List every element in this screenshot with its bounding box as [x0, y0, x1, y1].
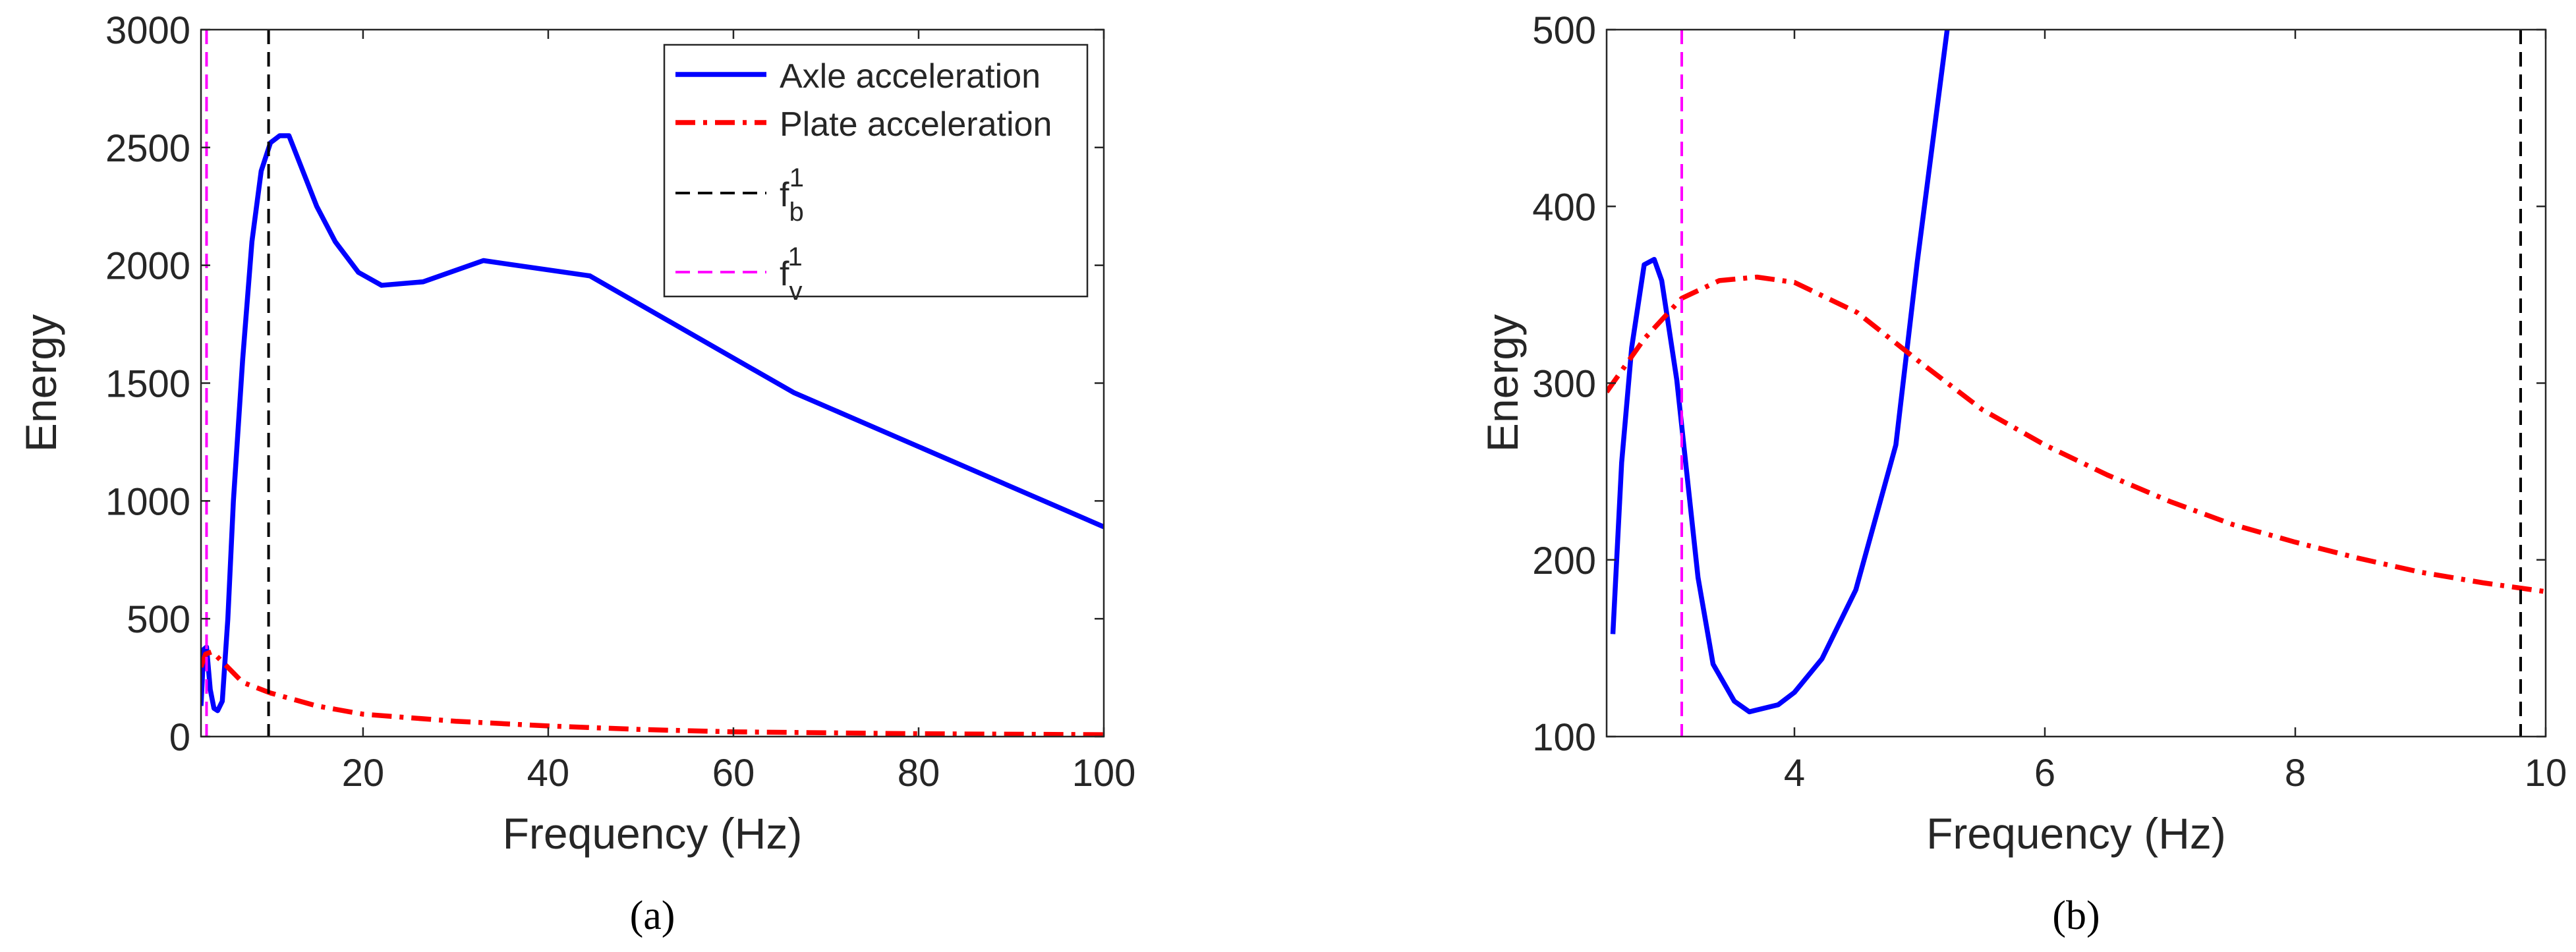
legend-label: Plate acceleration: [780, 105, 1052, 144]
y-tick-label: 400: [1532, 186, 1596, 229]
y-tick-label: 300: [1532, 363, 1596, 406]
legend-label: Axle acceleration: [780, 57, 1041, 96]
legend-label: fv 1: [780, 242, 803, 306]
data-line: [1607, 274, 2546, 594]
y-tick-label: 2000: [105, 245, 190, 288]
x-tick-label: 8: [2285, 752, 2306, 795]
y-tick-label: 1500: [105, 363, 190, 406]
caption: (a): [630, 893, 675, 938]
data-line: [1610, 30, 1950, 715]
axes-box: [1605, 28, 2547, 738]
x-tick-label: 20: [342, 752, 385, 795]
legend-name: Plate acceleration: [780, 105, 1052, 144]
legend-name: f: [780, 176, 789, 214]
x-tick-label: 60: [712, 752, 755, 795]
y-tick-label: 500: [127, 598, 190, 641]
legend-label: fb 1: [780, 163, 804, 227]
y-tick-label: 500: [1532, 9, 1596, 52]
y-axis-label: Energy: [16, 314, 65, 452]
x-tick-label: 100: [1072, 752, 1136, 795]
legend-box: [663, 43, 1089, 298]
y-tick-label: 200: [1532, 540, 1596, 582]
legend-subscript: v: [789, 277, 802, 306]
caption: (b): [2052, 893, 2100, 938]
chart: 20 40 60 80 100050010001500200025003000Frequ…: [16, 9, 1135, 938]
y-tick-label: 2500: [105, 127, 190, 170]
x-tick-label: 4: [1784, 752, 1805, 795]
y-tick-label: 3000: [105, 9, 190, 52]
x-axis-label: Frequency (Hz): [1926, 809, 2226, 858]
chart: 4 6 8 10 100 200 300 400 500 Frequency (Hz) Energy…: [1478, 9, 2567, 938]
x-tick-label: 10: [2525, 752, 2567, 795]
data-line: [201, 649, 1104, 737]
legend-superscript: 1: [789, 163, 804, 192]
axes-box: [200, 28, 1105, 738]
x-tick-label: 40: [527, 752, 570, 795]
y-tick-label: 100: [1532, 716, 1596, 759]
x-axis-label: Frequency (Hz): [503, 809, 803, 858]
y-tick-label: 1000: [105, 480, 190, 523]
y-tick-label: 0: [169, 716, 190, 759]
legend-superscript: 1: [787, 242, 802, 271]
plot-area: [1607, 30, 2546, 737]
data-line: [201, 133, 1104, 714]
y-axis-label: Energy: [1478, 314, 1527, 452]
x-tick-label: 6: [2034, 752, 2055, 795]
legend-subscript: b: [789, 198, 803, 227]
legend-name: Axle acceleration: [780, 57, 1041, 96]
x-tick-label: 80: [898, 752, 940, 795]
legend-name: f: [780, 255, 789, 293]
